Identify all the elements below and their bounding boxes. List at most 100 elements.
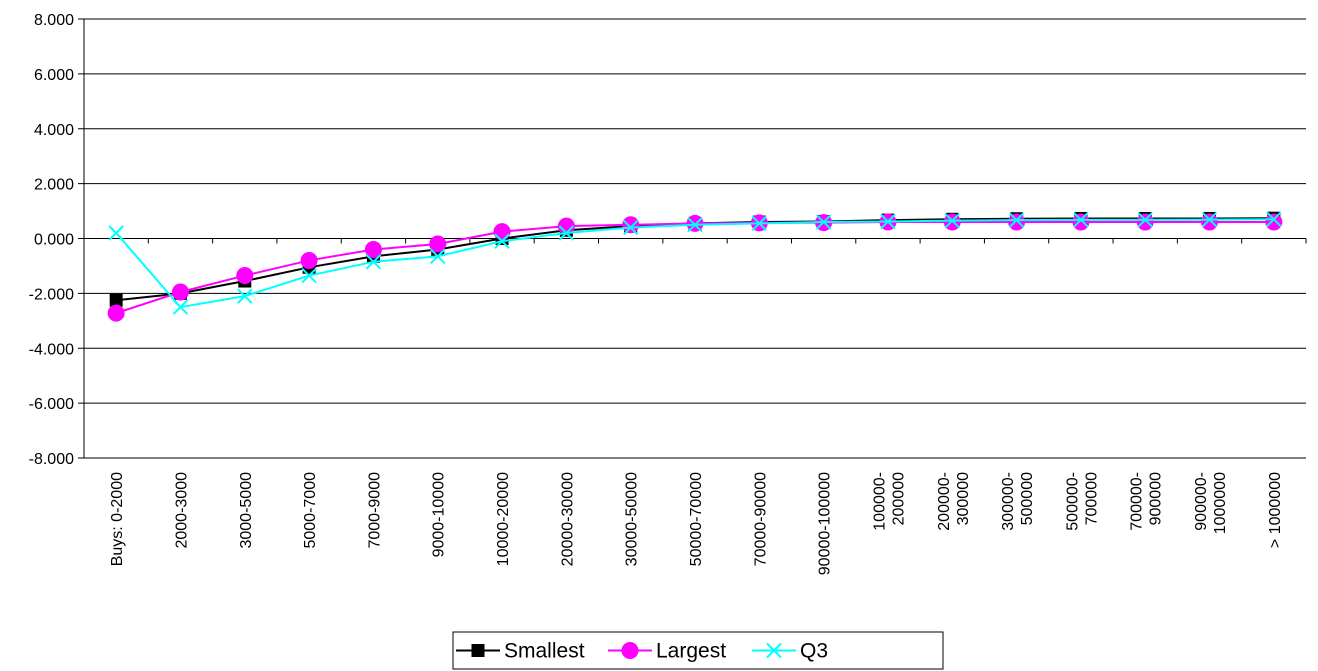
x-tick-label: 90000-100000 [817, 472, 834, 575]
x-tick-label: 200000- [936, 472, 953, 531]
y-tick-label: -8.000 [29, 451, 74, 468]
point-x-stroke [365, 254, 382, 270]
series-q3 [108, 211, 1282, 315]
x-tick-label: 900000- [1193, 472, 1210, 531]
x-tick-label: 5000-7000 [302, 472, 319, 549]
point-x [1073, 212, 1089, 228]
x-tick-label: 300000 [955, 472, 972, 525]
point-x [1201, 211, 1218, 228]
point-x-stroke [751, 215, 768, 232]
legend-item-q3: Q3 [752, 640, 828, 663]
y-axis-ticks: 8.000 6.000 4.000 2.000 0.000 -2.000 -4.000 -6.… [29, 12, 74, 468]
point-x-stroke [1266, 211, 1282, 228]
x-tick-label: 20000-30000 [559, 472, 576, 566]
point-circle [300, 251, 318, 269]
legend-item-smallest: Smallest [456, 640, 585, 663]
series-line [115, 221, 1274, 315]
point-x [1008, 212, 1025, 228]
x-tick-label: 700000- [1129, 472, 1146, 531]
x-tick-label: 500000 [1019, 472, 1036, 525]
point-circle [107, 304, 125, 322]
point-x [622, 219, 639, 236]
legend-item-largest: Largest [608, 640, 726, 663]
point-circle [622, 216, 640, 234]
x-tick-label: 1000000 [1212, 472, 1229, 534]
y-tick-label: 2.000 [34, 177, 74, 194]
legend-label: Largest [656, 640, 726, 663]
point-x-stroke [1073, 212, 1089, 228]
x-tick-label: Buys: 0-2000 [109, 472, 126, 566]
point-x [944, 212, 960, 229]
point-x [365, 254, 382, 270]
legend-label: Q3 [800, 640, 828, 663]
x-tick-label: 3000-5000 [238, 472, 255, 549]
point-x-stroke [172, 299, 189, 315]
point-circle [1072, 213, 1090, 231]
point-x-stroke [1201, 211, 1218, 228]
axes [78, 18, 1307, 459]
point-circle [236, 267, 254, 285]
point-x-stroke [766, 642, 782, 659]
point-x [108, 225, 124, 241]
point-x [301, 267, 317, 284]
point-x-stroke [622, 219, 639, 236]
point-x-stroke [687, 217, 703, 233]
point-square [109, 293, 123, 307]
point-x [751, 215, 768, 232]
point-x [815, 214, 832, 230]
point-x-stroke [301, 267, 317, 284]
point-circle [1136, 213, 1154, 231]
point-x-stroke [108, 225, 124, 241]
series-largest [107, 213, 1283, 322]
point-circle [171, 283, 189, 301]
point-x-stroke [430, 248, 446, 265]
point-x [558, 225, 575, 241]
x-tick-label: 100000- [871, 472, 888, 531]
series-lines [107, 211, 1283, 322]
point-x [1266, 211, 1282, 228]
point-circle [1201, 213, 1219, 231]
y-tick-label: 0.000 [34, 232, 74, 249]
point-x [880, 213, 896, 230]
y-tick-label: -2.000 [29, 286, 74, 303]
x-axis-ticks: Buys: 0-2000 2000-3000 3000-5000 5000-7000 7… [109, 472, 1284, 575]
point-x [494, 233, 510, 249]
x-tick-label: 300000- [1000, 472, 1017, 531]
series-line [115, 218, 1274, 309]
point-x [430, 248, 446, 265]
y-tick-label: -6.000 [29, 396, 74, 413]
x-tick-label: 30000-50000 [624, 472, 641, 566]
point-circle [1265, 213, 1283, 231]
x-tick-label: 7000-9000 [366, 472, 383, 549]
x-tick-label: 50000-70000 [688, 472, 705, 566]
x-tick-label: 900000 [1148, 472, 1165, 525]
legend-box [452, 631, 944, 670]
point-x [237, 288, 253, 304]
point-x [687, 217, 703, 233]
point-x [1137, 212, 1153, 228]
legend: Smallest Largest Q3 [452, 631, 944, 670]
point-x-stroke [944, 212, 960, 229]
legend-label: Smallest [504, 640, 585, 663]
point-circle [1008, 213, 1026, 231]
point-circle [429, 235, 447, 253]
point-circle [493, 223, 511, 241]
y-tick-label: 4.000 [34, 122, 74, 139]
point-circle [364, 240, 382, 258]
x-tick-label: 700000 [1083, 472, 1100, 525]
y-tick-label: 8.000 [34, 12, 74, 29]
x-tick-label: > 1000000 [1267, 472, 1284, 548]
y-tick-label: -4.000 [29, 341, 74, 358]
point-x-stroke [237, 288, 253, 304]
point-circle [621, 642, 639, 659]
point-square [471, 644, 485, 657]
x-tick-label: 2000-3000 [173, 472, 190, 549]
x-tick-label: 200000 [890, 472, 907, 525]
x-tick-label: 70000-90000 [752, 472, 769, 566]
y-tick-label: 6.000 [34, 67, 74, 84]
point-x [172, 299, 189, 315]
point-x-stroke [494, 233, 510, 249]
x-tick-label: 9000-10000 [431, 472, 448, 558]
